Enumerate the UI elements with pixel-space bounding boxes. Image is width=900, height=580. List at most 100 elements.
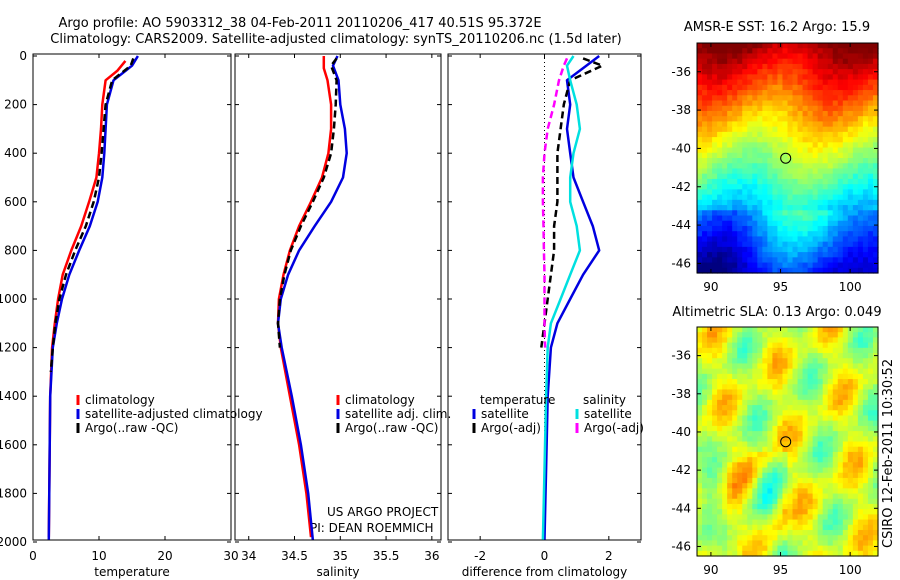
map-cell — [767, 257, 774, 264]
map-cell — [847, 358, 854, 365]
map-cell — [872, 477, 879, 484]
map-cell — [727, 441, 733, 448]
map-cell — [852, 105, 859, 112]
map-cell — [742, 420, 748, 427]
map-cell — [822, 236, 829, 243]
map-cell — [712, 116, 718, 123]
map-cell — [822, 63, 829, 70]
map-cell — [717, 462, 723, 469]
map-cell — [847, 410, 854, 417]
map-cell — [812, 110, 819, 117]
map-cell — [762, 173, 768, 180]
map-cell — [847, 205, 854, 211]
map-cell — [777, 53, 784, 60]
map-cell — [777, 142, 784, 149]
map-cell — [867, 100, 874, 107]
map-cell — [777, 462, 784, 469]
map-cell — [827, 446, 834, 453]
map-cell — [857, 215, 864, 222]
map-cell — [752, 163, 758, 170]
map-cell — [777, 337, 784, 344]
map-cell — [827, 498, 834, 505]
map-cell — [767, 410, 774, 417]
map-cell — [857, 267, 864, 274]
map-cell — [727, 514, 733, 521]
map-cell — [772, 90, 779, 96]
map-cell — [872, 379, 879, 385]
map-cell — [722, 535, 728, 541]
map-cell — [832, 246, 839, 253]
map-cell — [847, 503, 854, 510]
map-cell — [757, 540, 763, 547]
map-cell — [697, 483, 703, 489]
map-cell — [702, 189, 708, 196]
map-cell — [812, 415, 819, 422]
map-cell — [797, 178, 804, 185]
map-cell — [777, 405, 784, 411]
map-cell — [702, 58, 708, 65]
map-cell — [767, 446, 774, 453]
map-cell — [702, 353, 708, 359]
map-cell — [777, 194, 784, 201]
map-cell — [727, 363, 733, 370]
map-cell — [792, 257, 799, 264]
map-cell — [817, 173, 824, 180]
map-cell — [762, 95, 768, 102]
map-cell — [732, 389, 738, 396]
map-cell — [852, 231, 859, 238]
map-cell — [782, 353, 789, 359]
map-cell — [872, 58, 879, 65]
map-cell — [817, 147, 824, 154]
map-cell — [847, 95, 854, 102]
map-cell — [842, 410, 849, 417]
map-cell — [762, 105, 768, 112]
map-cell — [712, 368, 718, 375]
map-cell — [802, 337, 809, 344]
map-cell — [697, 236, 703, 243]
map-cell — [717, 509, 723, 515]
map-cell — [742, 95, 748, 102]
map-cell — [837, 110, 844, 117]
map-cell — [732, 529, 738, 536]
map-cell — [707, 509, 713, 515]
map-cell — [742, 215, 748, 222]
map-cell — [857, 446, 864, 453]
map-cell — [827, 199, 834, 206]
map-cell — [857, 524, 864, 531]
map-cell — [827, 168, 834, 175]
map-cell — [837, 384, 844, 391]
map-cell — [747, 332, 753, 338]
map-cell — [812, 63, 819, 70]
map-cell — [827, 43, 834, 49]
map-cell — [707, 84, 713, 91]
map-cell — [812, 472, 819, 479]
map-cell — [797, 257, 804, 264]
map-cell — [857, 84, 864, 91]
map-cell — [787, 116, 794, 123]
map-cell — [697, 210, 703, 217]
map-cell — [847, 241, 854, 248]
map-cell — [837, 379, 844, 385]
map-cell — [867, 436, 874, 443]
map-cell — [787, 493, 794, 500]
map-cell — [782, 168, 789, 175]
map-cell — [862, 178, 869, 185]
map-cell — [797, 405, 804, 411]
map-cell — [847, 126, 854, 133]
map-cell — [757, 131, 763, 138]
map-cell — [722, 147, 728, 154]
x-tick-label: 95 — [773, 280, 788, 294]
map-cell — [762, 210, 768, 217]
map-cell — [777, 178, 784, 185]
map-cell — [757, 337, 763, 344]
map-cell — [727, 446, 733, 453]
map-cell — [872, 210, 879, 217]
map-cell — [862, 147, 869, 154]
map-cell — [872, 514, 879, 521]
map-cell — [737, 262, 743, 269]
map-cell — [827, 436, 834, 443]
map-cell — [787, 58, 794, 65]
map-cell — [767, 69, 774, 75]
map-cell — [727, 347, 733, 354]
map-cell — [807, 131, 814, 138]
